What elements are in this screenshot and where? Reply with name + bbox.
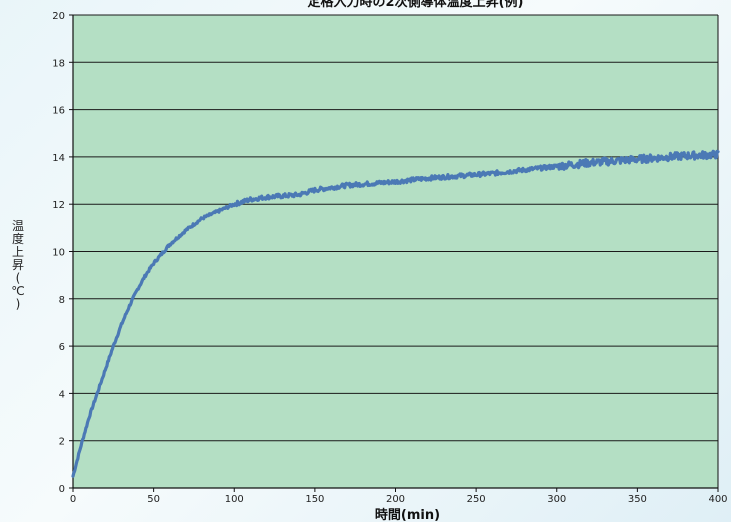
series-layer <box>71 149 720 478</box>
y-axis-label-char: 度 <box>12 231 24 246</box>
x-tick-label: 250 <box>467 494 486 505</box>
x-tick-label: 400 <box>708 494 727 505</box>
y-axis-label-char: ( <box>16 271 21 285</box>
y-tick-labels: 0 2 4 6 8 10 12 14 16 18 20 <box>52 11 65 495</box>
x-tick-label: 0 <box>70 494 76 505</box>
x-axis-label: 時間(min) <box>375 507 440 522</box>
grid-lines <box>73 14 718 442</box>
y-axis-label-char: 昇 <box>12 258 24 272</box>
y-tick-label: 12 <box>52 200 65 211</box>
x-tick-label: 150 <box>305 494 324 505</box>
y-tick-label: 6 <box>59 342 65 353</box>
y-axis-label-char: 温 <box>12 219 24 233</box>
series-line <box>71 149 720 478</box>
x-tick-label: 350 <box>628 494 647 505</box>
y-tick-label: 4 <box>59 389 65 400</box>
x-tick-label: 50 <box>147 494 160 505</box>
x-tick-label: 300 <box>547 494 566 505</box>
y-axis-label-char: ℃ <box>11 284 24 298</box>
x-tick-label: 200 <box>386 494 405 505</box>
y-tick-label: 20 <box>52 11 65 22</box>
y-axis-label-char: 上 <box>12 245 24 259</box>
y-tick-label: 14 <box>52 153 65 164</box>
y-tick-label: 8 <box>59 295 65 306</box>
chart-title: 定格入力時の2次側導体温度上昇(例) <box>307 0 524 10</box>
y-tick-label: 0 <box>59 484 65 495</box>
axes <box>69 14 719 492</box>
x-tick-label: 100 <box>225 494 244 505</box>
y-tick-label: 16 <box>52 106 65 117</box>
y-axis-label-char: ) <box>16 297 21 311</box>
y-tick-label: 10 <box>52 248 65 259</box>
y-tick-label: 2 <box>59 437 65 448</box>
x-tick-labels: 0 50 100 150 200 250 300 350 400 <box>70 494 728 505</box>
y-tick-label: 18 <box>52 58 65 69</box>
y-axis-label: 温度上昇(℃) <box>11 219 24 311</box>
